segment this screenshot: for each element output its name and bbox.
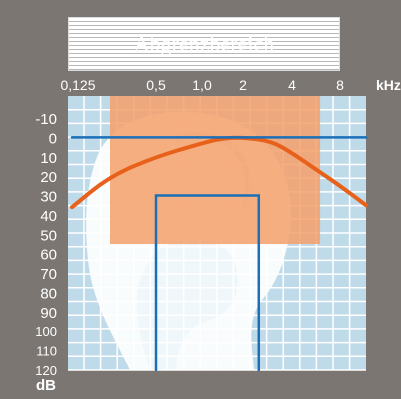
y-tick-label: 100 bbox=[35, 324, 57, 339]
y-tick-label: 30 bbox=[40, 189, 57, 206]
x-tick-label: 2 bbox=[239, 77, 247, 93]
x-tick-label: 8 bbox=[336, 77, 344, 93]
y-tick-label: 10 bbox=[40, 150, 57, 167]
y-tick-label: 60 bbox=[40, 247, 57, 264]
y-tick-label: 20 bbox=[40, 169, 57, 186]
y-tick-label: 120 bbox=[35, 363, 57, 378]
y-tick-label: 90 bbox=[40, 305, 57, 322]
x-tick-label: 0,125 bbox=[60, 77, 95, 93]
chart-title: Abgrenzbereich bbox=[133, 31, 275, 56]
x-axis-unit: kHz bbox=[376, 77, 401, 93]
series-group bbox=[70, 135, 368, 372]
y-tick-label: 50 bbox=[40, 227, 57, 244]
x-axis-labels: 0,125 0,5 1,0 2 4 8 bbox=[60, 77, 344, 93]
title-box: Abgrenzbereich bbox=[68, 17, 340, 71]
x-tick-label: 0,5 bbox=[146, 77, 166, 93]
highlight-region bbox=[110, 96, 321, 244]
y-axis-unit: dB bbox=[36, 377, 56, 394]
y-axis-labels: -10 0 10 20 30 40 50 60 70 80 90 100 110 120 bbox=[35, 111, 57, 378]
y-tick-label: 70 bbox=[40, 266, 57, 283]
y-tick-label: 40 bbox=[40, 208, 57, 225]
y-tick-label: 80 bbox=[40, 285, 57, 302]
x-tick-label: 1,0 bbox=[192, 77, 212, 93]
y-tick-label: -10 bbox=[35, 111, 57, 128]
range-outline bbox=[154, 194, 261, 372]
x-tick-label: 4 bbox=[288, 77, 296, 93]
y-tick-label: 110 bbox=[36, 344, 57, 359]
y-tick-label: 0 bbox=[49, 130, 57, 147]
